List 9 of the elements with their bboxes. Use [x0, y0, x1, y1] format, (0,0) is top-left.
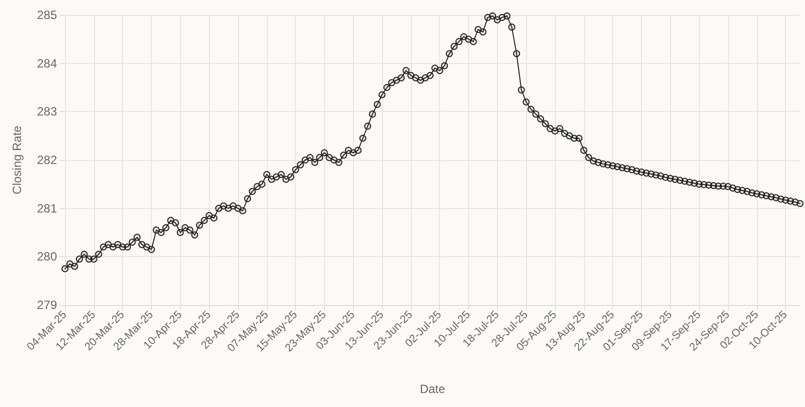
y-tick-label: 284	[36, 56, 58, 70]
y-tick-label: 283	[36, 104, 58, 119]
y-axis-title: Closing Rate	[10, 125, 24, 194]
y-tick-label: 281	[36, 201, 58, 216]
x-axis-title: Date	[420, 382, 446, 396]
y-tick-label: 279	[36, 298, 58, 312]
y-tick-label: 280	[36, 250, 58, 264]
y-tick-label: 285	[36, 8, 58, 22]
y-tick-label: 282	[36, 153, 58, 167]
